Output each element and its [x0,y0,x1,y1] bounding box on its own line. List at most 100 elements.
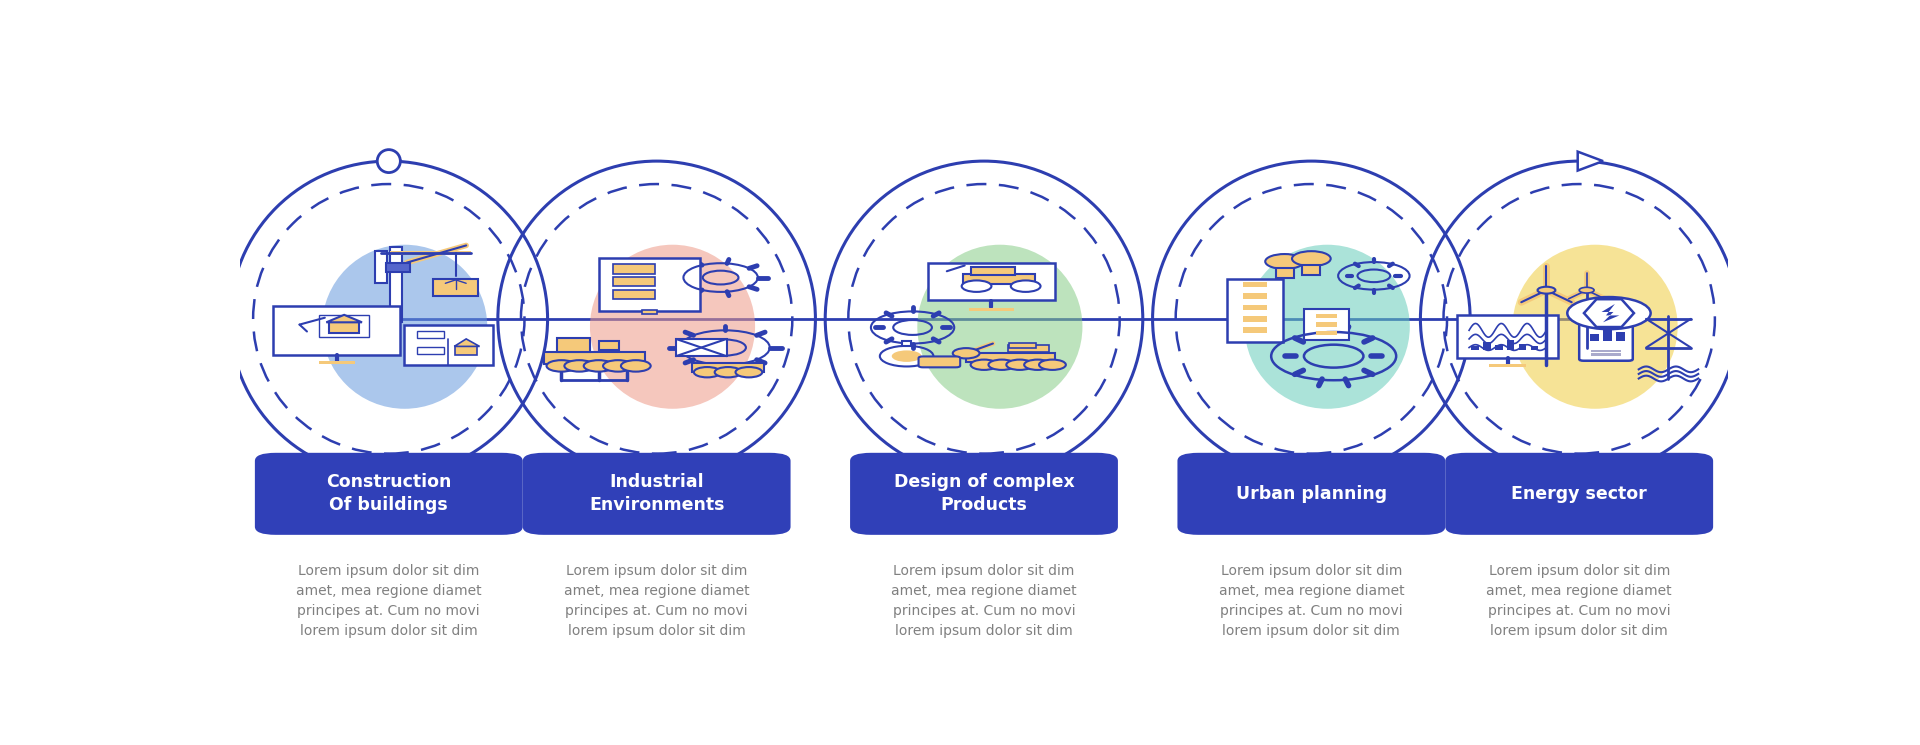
Bar [1227,279,1283,342]
Ellipse shape [918,244,1083,409]
Bar [434,279,478,296]
FancyBboxPatch shape [255,453,522,535]
Bar [1315,331,1336,335]
Bar [1242,316,1267,322]
Bar [614,264,655,273]
Bar [927,263,1054,300]
Bar [1592,350,1620,352]
Bar [376,252,388,283]
Circle shape [972,360,996,370]
Circle shape [735,367,762,378]
Bar [557,338,589,352]
FancyBboxPatch shape [1446,453,1713,535]
Polygon shape [1584,299,1634,327]
Circle shape [547,360,576,372]
Bar [1530,346,1538,350]
Text: Industrial
Environments: Industrial Environments [589,473,724,514]
Bar [693,363,764,372]
Polygon shape [326,315,363,323]
Text: Urban planning: Urban planning [1236,485,1386,503]
FancyBboxPatch shape [522,453,791,535]
Bar [1302,265,1321,275]
Text: Lorem ipsum dolor sit dim
amet, mea regione diamet
principes at. Cum no movi
lor: Lorem ipsum dolor sit dim amet, mea regi… [296,564,482,638]
Circle shape [1538,287,1555,294]
Polygon shape [1601,304,1619,323]
Bar [614,290,655,299]
Bar [330,323,359,332]
Circle shape [952,348,979,358]
Text: Lorem ipsum dolor sit dim
amet, mea regione diamet
principes at. Cum no movi
lor: Lorem ipsum dolor sit dim amet, mea regi… [1486,564,1672,638]
Bar [1008,345,1050,352]
Circle shape [1023,360,1050,370]
Text: Construction
Of buildings: Construction Of buildings [326,473,451,514]
Ellipse shape [376,150,401,173]
Bar [319,361,355,364]
Bar [417,347,444,354]
Text: Lorem ipsum dolor sit dim
amet, mea regione diamet
principes at. Cum no movi
lor: Lorem ipsum dolor sit dim amet, mea regi… [891,564,1077,638]
Circle shape [891,350,922,362]
Circle shape [1292,251,1331,266]
Bar [1617,332,1626,340]
Bar [614,277,655,286]
Bar [970,308,1014,311]
Text: Energy sector: Energy sector [1511,485,1647,503]
Text: Lorem ipsum dolor sit dim
amet, mea regione diamet
principes at. Cum no movi
lor: Lorem ipsum dolor sit dim amet, mea regi… [564,564,749,638]
Bar [1519,343,1526,350]
Circle shape [693,367,720,378]
Circle shape [1578,288,1594,293]
Bar [599,258,699,311]
Circle shape [564,360,593,372]
Bar [1490,364,1526,367]
Bar [1010,343,1037,348]
Circle shape [1010,280,1041,292]
Polygon shape [1578,152,1603,171]
FancyBboxPatch shape [918,356,960,367]
Circle shape [1006,360,1033,370]
Bar [641,310,657,314]
Circle shape [1039,360,1066,370]
Bar [1242,282,1267,288]
Bar [1603,329,1613,340]
Bar [972,267,1016,275]
FancyBboxPatch shape [1177,453,1446,535]
Ellipse shape [1513,244,1678,409]
Bar [1242,293,1267,299]
Bar [1242,328,1267,333]
Bar [1507,340,1515,350]
Bar [1592,353,1620,355]
Bar [1590,334,1599,340]
FancyBboxPatch shape [851,453,1117,535]
Bar [1315,314,1336,318]
Ellipse shape [589,244,755,409]
FancyBboxPatch shape [1578,323,1632,361]
Text: Lorem ipsum dolor sit dim
amet, mea regione diamet
principes at. Cum no movi
lor: Lorem ipsum dolor sit dim amet, mea regi… [1219,564,1404,638]
Bar [966,353,1056,363]
Bar [390,251,472,255]
Bar [1484,342,1490,350]
Bar [1275,267,1294,278]
Circle shape [714,367,741,378]
Bar [902,340,912,346]
Bar [1315,323,1336,327]
Bar [403,325,493,365]
Bar [455,346,478,355]
Bar [273,306,399,355]
Bar [676,339,726,356]
Bar [543,352,645,364]
Circle shape [603,360,634,372]
Circle shape [376,156,401,165]
Circle shape [1567,297,1651,329]
Bar [390,247,401,322]
Bar [1471,346,1478,350]
Bar [319,315,369,337]
Circle shape [989,360,1016,370]
Circle shape [620,360,651,372]
Circle shape [584,360,614,372]
Polygon shape [455,339,480,346]
Circle shape [1265,254,1304,269]
Ellipse shape [1244,244,1409,409]
Ellipse shape [323,244,488,409]
Text: Design of complex
Products: Design of complex Products [893,473,1075,514]
Bar [599,340,620,350]
Bar [417,331,444,337]
